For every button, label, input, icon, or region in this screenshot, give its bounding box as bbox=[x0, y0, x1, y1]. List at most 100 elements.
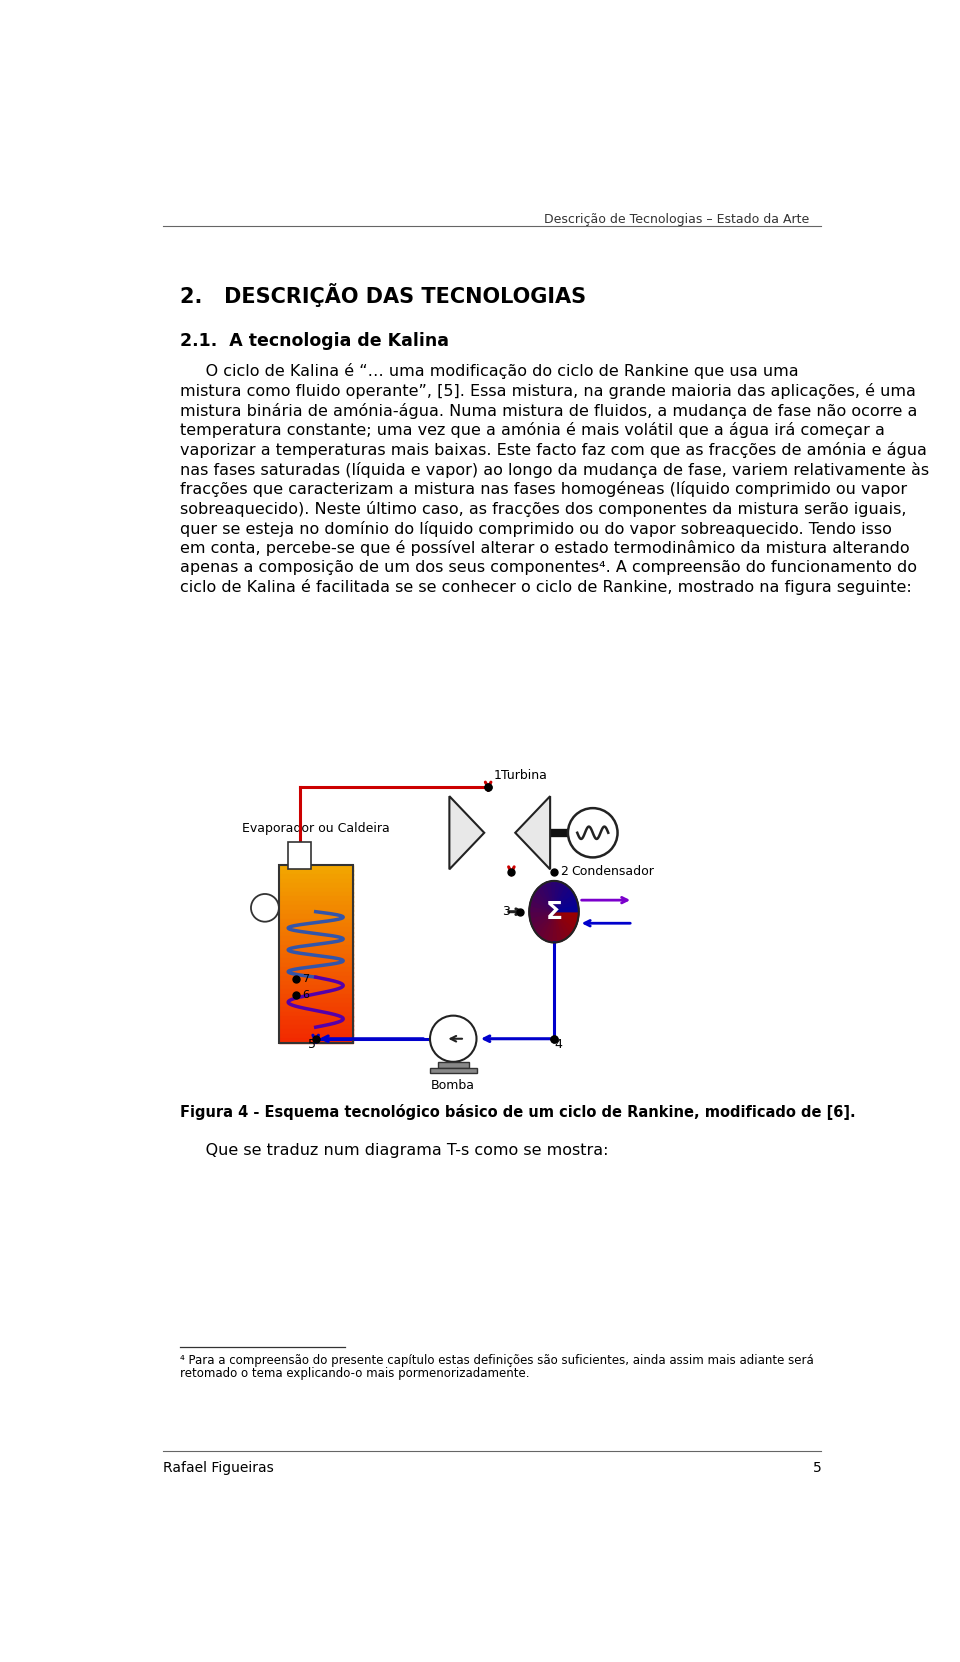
Bar bbox=[278, 994, 352, 999]
Polygon shape bbox=[554, 881, 562, 912]
Bar bbox=[278, 874, 352, 879]
Bar bbox=[430, 1069, 476, 1072]
Polygon shape bbox=[554, 889, 574, 912]
Bar bbox=[278, 989, 352, 994]
Polygon shape bbox=[554, 883, 566, 912]
Bar bbox=[278, 892, 352, 897]
Bar bbox=[278, 883, 352, 889]
Text: Σ: Σ bbox=[545, 899, 563, 924]
Text: 1: 1 bbox=[493, 770, 501, 783]
Polygon shape bbox=[538, 912, 554, 939]
Bar bbox=[278, 927, 352, 932]
Bar bbox=[278, 1012, 352, 1017]
Polygon shape bbox=[554, 912, 574, 934]
Text: mistura como fluido operante”, [5]. Essa mistura, na grande maioria das aplicaçõ: mistura como fluido operante”, [5]. Essa… bbox=[180, 382, 917, 399]
Text: 7: 7 bbox=[302, 974, 309, 984]
Text: 5: 5 bbox=[812, 1461, 822, 1474]
Text: apenas a composição de um dos seus componentes⁴. A compreensão do funcionamento : apenas a composição de um dos seus compo… bbox=[180, 560, 918, 575]
Bar bbox=[278, 866, 352, 1042]
Polygon shape bbox=[541, 883, 554, 912]
Polygon shape bbox=[541, 912, 554, 941]
Bar bbox=[278, 1039, 352, 1044]
Bar bbox=[278, 896, 352, 902]
Polygon shape bbox=[554, 912, 566, 941]
Bar bbox=[278, 949, 352, 954]
Text: mistura binária de amónia-água. Numa mistura de fluidos, a mudança de fase não o: mistura binária de amónia-água. Numa mis… bbox=[180, 402, 918, 419]
Text: 4: 4 bbox=[554, 1039, 562, 1050]
Bar bbox=[278, 1029, 352, 1034]
Text: 2.1.  A tecnologia de Kalina: 2.1. A tecnologia de Kalina bbox=[180, 332, 449, 351]
Text: 2: 2 bbox=[561, 866, 568, 878]
Bar bbox=[278, 999, 352, 1004]
Text: quer se esteja no domínio do líquido comprimido ou do vapor sobreaquecido. Tendo: quer se esteja no domínio do líquido com… bbox=[180, 520, 893, 537]
Bar bbox=[278, 909, 352, 916]
Polygon shape bbox=[551, 912, 557, 942]
Bar bbox=[278, 981, 352, 986]
Bar bbox=[278, 967, 352, 972]
Bar bbox=[278, 932, 352, 937]
Bar bbox=[288, 843, 311, 869]
Polygon shape bbox=[554, 899, 578, 912]
Text: ciclo de Kalina é facilitada se se conhecer o ciclo de Rankine, mostrado na figu: ciclo de Kalina é facilitada se se conhe… bbox=[180, 580, 912, 595]
Polygon shape bbox=[554, 912, 577, 929]
Polygon shape bbox=[554, 894, 577, 912]
Bar bbox=[278, 962, 352, 967]
Polygon shape bbox=[529, 912, 554, 917]
Bar bbox=[438, 1062, 468, 1069]
Polygon shape bbox=[530, 912, 554, 924]
Polygon shape bbox=[516, 796, 550, 869]
Polygon shape bbox=[530, 899, 554, 912]
Circle shape bbox=[430, 1015, 476, 1062]
Polygon shape bbox=[449, 796, 484, 869]
Bar bbox=[278, 888, 352, 892]
Text: retomado o tema explicando-o mais pormenorizadamente.: retomado o tema explicando-o mais pormen… bbox=[180, 1366, 530, 1379]
Text: 6: 6 bbox=[302, 991, 309, 1001]
Polygon shape bbox=[554, 912, 562, 942]
Bar bbox=[278, 922, 352, 929]
Text: Condensador: Condensador bbox=[571, 866, 654, 878]
Text: O ciclo de Kalina é “… uma modificação do ciclo de Rankine que usa uma: O ciclo de Kalina é “… uma modificação d… bbox=[180, 364, 799, 379]
Bar bbox=[278, 1007, 352, 1012]
Polygon shape bbox=[551, 881, 557, 912]
Text: ⁴ Para a compreensão do presente capítulo estas definições são suficientes, aind: ⁴ Para a compreensão do presente capítul… bbox=[180, 1355, 814, 1368]
Bar bbox=[278, 959, 352, 964]
Text: Evaporador ou Caldeira: Evaporador ou Caldeira bbox=[242, 821, 390, 834]
Polygon shape bbox=[534, 889, 554, 912]
Bar bbox=[278, 954, 352, 959]
Text: em conta, percebe-se que é possível alterar o estado termodinâmico da mistura al: em conta, percebe-se que é possível alte… bbox=[180, 540, 910, 557]
Text: fracções que caracterizam a mistura nas fases homogéneas (líquido comprimido ou : fracções que caracterizam a mistura nas … bbox=[180, 482, 907, 497]
Text: vaporizar a temperaturas mais baixas. Este facto faz com que as fracções de amón: vaporizar a temperaturas mais baixas. Es… bbox=[180, 442, 927, 459]
Bar bbox=[278, 919, 352, 924]
Text: Figura 4 - Esquema tecnológico básico de um ciclo de Rankine, modificado de [6].: Figura 4 - Esquema tecnológico básico de… bbox=[180, 1104, 856, 1120]
Text: Turbina: Turbina bbox=[501, 770, 547, 783]
Polygon shape bbox=[534, 912, 554, 934]
Text: Que se traduz num diagrama T-s como se mostra:: Que se traduz num diagrama T-s como se m… bbox=[180, 1143, 609, 1158]
Polygon shape bbox=[531, 912, 554, 929]
Polygon shape bbox=[529, 906, 554, 912]
Bar bbox=[278, 972, 352, 977]
Polygon shape bbox=[538, 886, 554, 912]
Bar bbox=[278, 1034, 352, 1039]
Text: 5: 5 bbox=[308, 1039, 316, 1050]
Polygon shape bbox=[531, 894, 554, 912]
Bar bbox=[278, 901, 352, 906]
Bar bbox=[278, 946, 352, 951]
Polygon shape bbox=[554, 912, 570, 939]
Text: Descrição de Tecnologias – Estado da Arte: Descrição de Tecnologias – Estado da Art… bbox=[544, 213, 809, 226]
Bar bbox=[278, 1025, 352, 1030]
Polygon shape bbox=[554, 912, 579, 917]
Polygon shape bbox=[554, 906, 579, 912]
Text: 3: 3 bbox=[502, 906, 510, 917]
Bar bbox=[278, 879, 352, 884]
Bar bbox=[278, 1020, 352, 1025]
Text: nas fases saturadas (líquida e vapor) ao longo da mudança de fase, variem relati: nas fases saturadas (líquida e vapor) ao… bbox=[180, 462, 929, 477]
Bar bbox=[278, 936, 352, 942]
Text: temperatura constante; uma vez que a amónia é mais volátil que a água irá começa: temperatura constante; uma vez que a amó… bbox=[180, 422, 885, 439]
Bar bbox=[278, 1002, 352, 1007]
Text: 2.   DESCRIÇÃO DAS TECNOLOGIAS: 2. DESCRIÇÃO DAS TECNOLOGIAS bbox=[180, 283, 587, 306]
Polygon shape bbox=[546, 881, 554, 912]
Circle shape bbox=[251, 894, 278, 922]
Bar bbox=[278, 1015, 352, 1020]
Text: sobreaquecido). Neste último caso, as fracções dos componentes da mistura serão : sobreaquecido). Neste último caso, as fr… bbox=[180, 500, 907, 517]
Bar bbox=[278, 906, 352, 911]
